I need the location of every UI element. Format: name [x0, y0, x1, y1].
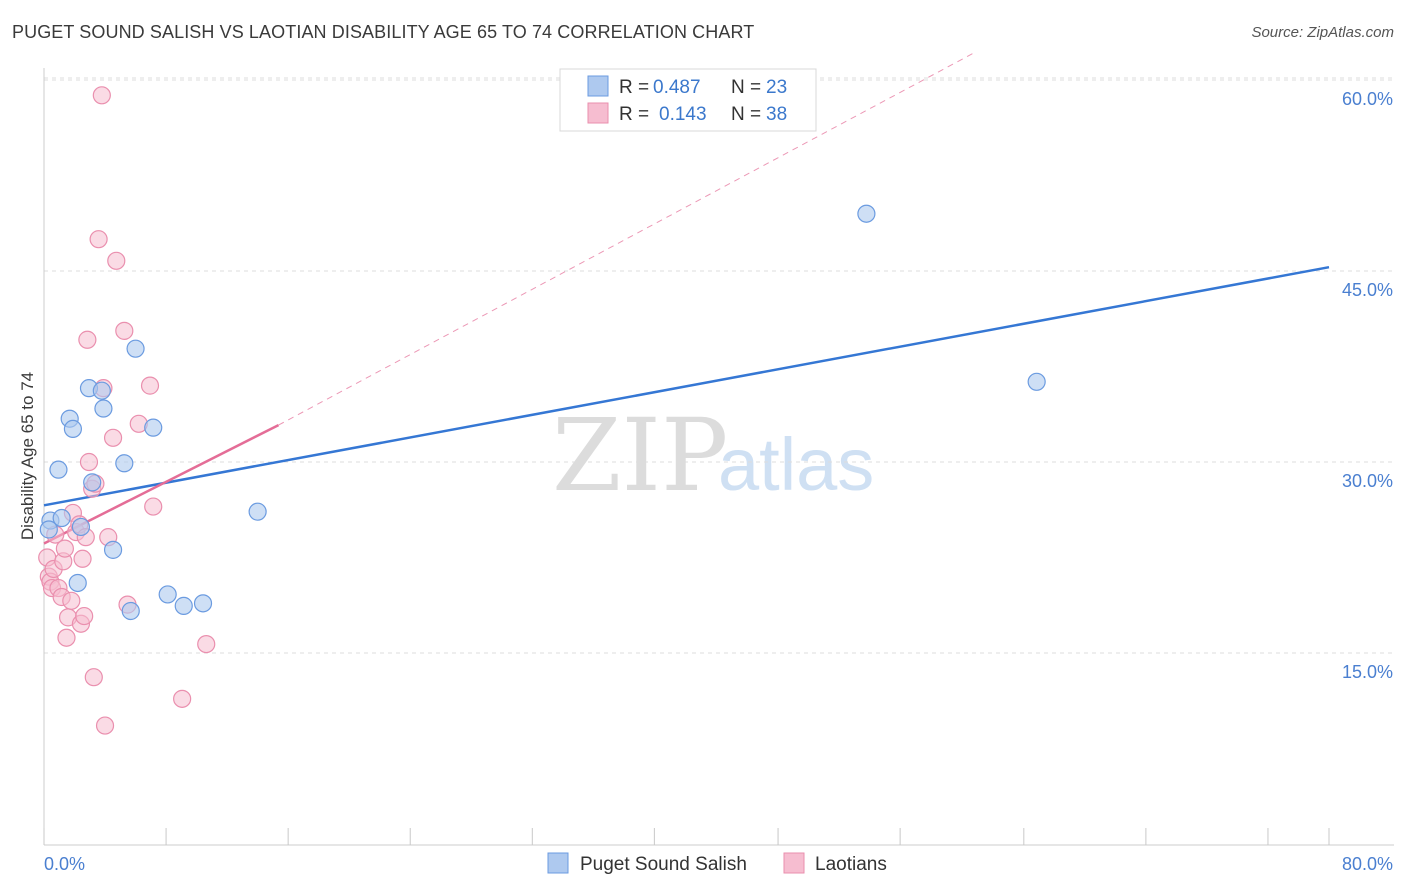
data-point-laotians: [92, 86, 111, 105]
data-point-puget-sound-salish: [193, 594, 213, 613]
y-axis-label: Disability Age 65 to 74: [18, 372, 37, 540]
series-legend-swatch-puget-sound-salish: [547, 852, 569, 874]
legend-swatch-puget-sound-salish: [587, 75, 609, 97]
data-point-laotians: [140, 376, 160, 395]
source-credit: Source: ZipAtlas.com: [1251, 24, 1394, 41]
y-tick-label: 15.0%: [1342, 662, 1393, 682]
chart-title: PUGET SOUND SALISH VS LAOTIAN DISABILITY…: [12, 22, 755, 42]
data-point-puget-sound-salish: [92, 381, 111, 400]
data-point-laotians: [73, 549, 92, 568]
data-point-laotians: [103, 428, 123, 447]
stats-legend: R = 0.487 N = 23 R = 0.143 N = 38: [559, 68, 817, 132]
watermark-zip: ZIP: [552, 397, 728, 514]
data-point-laotians: [95, 716, 115, 735]
data-point-laotians: [79, 452, 99, 472]
data-point-laotians: [84, 668, 103, 687]
trend-line-puget-sound-salish: [43, 265, 1330, 507]
data-point-laotians: [75, 606, 94, 626]
x-tick-labels: 0.0% 80.0%: [44, 854, 1393, 874]
series-legend-label-puget-sound-salish: Puget Sound Salish: [580, 854, 747, 875]
y-tick-labels: 15.0% 30.0% 45.0% 60.0%: [1342, 89, 1393, 682]
legend-swatch-laotians: [587, 102, 609, 124]
legend-r-label-1: R =: [619, 77, 649, 98]
data-point-laotians: [115, 321, 134, 340]
y-tick-label: 60.0%: [1342, 89, 1393, 109]
series-legend-swatch-laotians: [783, 852, 805, 874]
data-point-puget-sound-salish: [857, 204, 876, 223]
watermark-atlas: atlas: [718, 423, 874, 506]
axes: [43, 68, 1394, 846]
puget-sound-salish-points: [39, 204, 1046, 621]
data-point-laotians: [78, 330, 97, 349]
series-legend-label-laotians: Laotians: [815, 854, 887, 875]
data-point-laotians: [55, 539, 74, 558]
data-point-puget-sound-salish: [144, 418, 163, 437]
data-point-puget-sound-salish: [39, 520, 58, 539]
data-point-puget-sound-salish: [126, 339, 145, 358]
data-point-puget-sound-salish: [174, 596, 193, 615]
y-tick-label: 30.0%: [1342, 471, 1393, 491]
laotians-points: [38, 86, 216, 735]
data-point-puget-sound-salish: [49, 460, 68, 479]
data-point-laotians: [62, 591, 81, 610]
legend-n-value-2: 38: [766, 104, 787, 125]
data-point-puget-sound-salish: [121, 601, 140, 621]
x-tick-label: 0.0%: [44, 854, 85, 874]
data-point-puget-sound-salish: [71, 517, 91, 537]
data-point-puget-sound-salish: [83, 473, 102, 492]
gridlines: [44, 77, 1394, 654]
data-point-laotians: [89, 230, 108, 249]
data-point-laotians: [173, 689, 192, 708]
data-point-puget-sound-salish: [158, 585, 177, 604]
legend-r-value-2: 0.143: [659, 104, 707, 125]
legend-n-label-1: N =: [731, 77, 761, 98]
legend-r-value-1: 0.487: [653, 77, 701, 98]
data-point-laotians: [197, 634, 216, 654]
legend-n-value-1: 23: [766, 77, 787, 98]
data-point-puget-sound-salish: [115, 454, 134, 473]
data-point-puget-sound-salish: [94, 399, 113, 418]
data-point-puget-sound-salish: [63, 419, 83, 439]
y-tick-label: 45.0%: [1342, 280, 1393, 300]
watermark: ZIP atlas: [552, 397, 874, 514]
data-point-laotians: [57, 628, 76, 647]
series-legend: Puget Sound Salish Laotians: [547, 852, 887, 875]
legend-r-label-2: R =: [619, 104, 649, 125]
data-point-puget-sound-salish: [103, 540, 123, 559]
data-point-laotians: [107, 251, 126, 270]
x-tick-label: 80.0%: [1342, 854, 1393, 874]
data-point-laotians: [144, 497, 163, 516]
data-point-puget-sound-salish: [1027, 372, 1046, 391]
legend-n-label-2: N =: [731, 104, 761, 125]
data-point-puget-sound-salish: [68, 573, 87, 593]
data-point-puget-sound-salish: [52, 508, 71, 528]
data-point-puget-sound-salish: [248, 502, 267, 521]
